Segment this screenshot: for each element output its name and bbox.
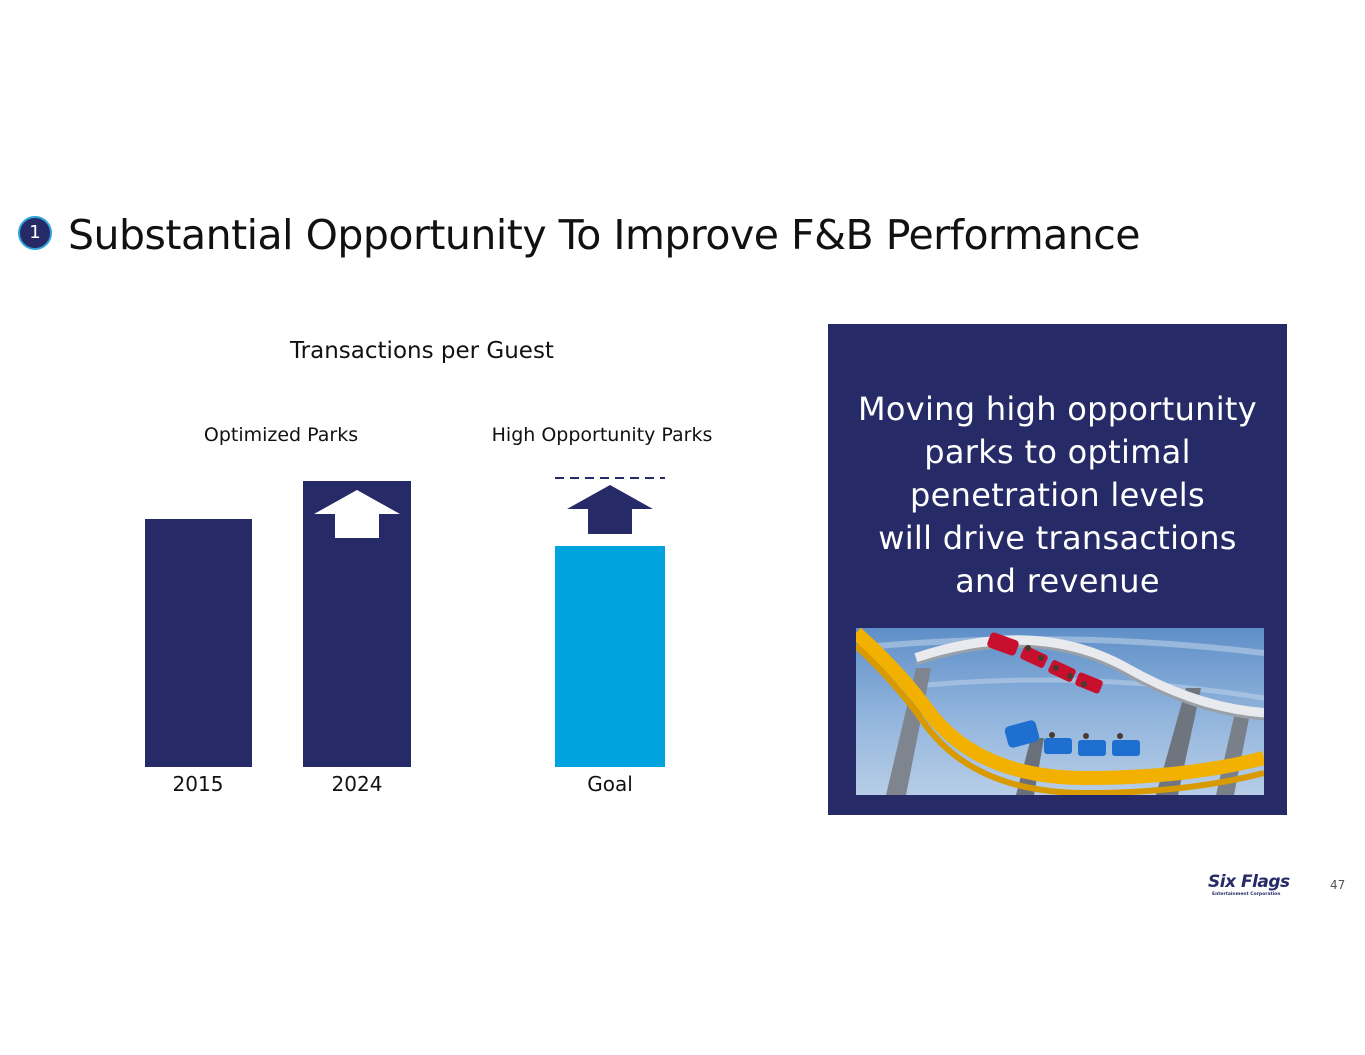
category-label-2024: 2024 — [331, 772, 383, 796]
six-flags-logo: Six Flags Entertainment Corporation — [1208, 872, 1300, 902]
callout-line: Moving high opportunity — [857, 390, 1258, 428]
section-number-badge: 1 — [18, 216, 52, 250]
transactions-chart: Transactions per Guest Optimized Parks H… — [0, 0, 800, 860]
bar-goal — [555, 546, 665, 767]
callout-line: parks to optimal — [924, 433, 1191, 471]
slide-title: Substantial Opportunity To Improve F&B P… — [68, 211, 1141, 259]
chart-title: Transactions per Guest — [290, 338, 554, 364]
group-label-high-opportunity: High Opportunity Parks — [491, 424, 713, 446]
chart-canvas — [145, 477, 665, 767]
logo-tagline: Entertainment Corporation — [1212, 892, 1281, 897]
goal-up-arrow-icon — [567, 485, 653, 534]
group-label-optimized: Optimized Parks — [203, 424, 359, 446]
bar-2015 — [145, 519, 252, 767]
callout-line: will drive transactions — [878, 519, 1237, 557]
roller-coaster-photo — [856, 628, 1264, 795]
up-arrow-icon — [314, 490, 400, 538]
callout-line: and revenue — [955, 562, 1160, 600]
category-label-2015: 2015 — [172, 772, 224, 796]
callout-message: Moving high opportunity parks to optimal… — [828, 388, 1287, 603]
page-number: 47 — [1330, 878, 1346, 892]
logo-wordmark: Six Flags — [1208, 872, 1290, 892]
category-label-goal: Goal — [587, 772, 633, 796]
callout-line: penetration levels — [910, 476, 1205, 514]
